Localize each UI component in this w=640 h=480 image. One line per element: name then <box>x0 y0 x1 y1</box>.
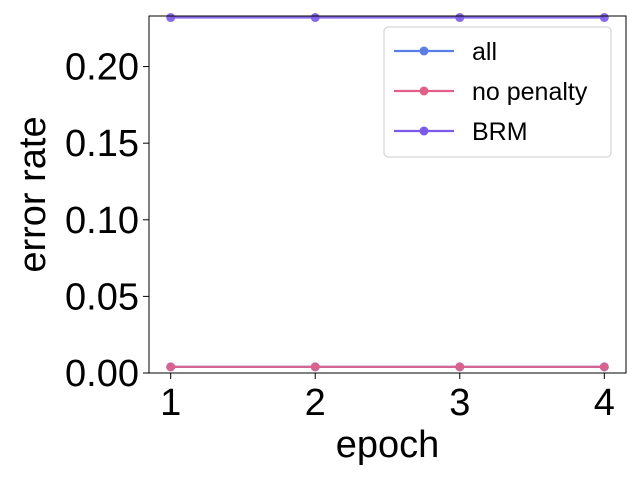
legend-marker <box>419 46 429 56</box>
legend-marker <box>419 86 429 96</box>
legend-item: no penalty <box>394 78 588 106</box>
series-1 <box>166 362 609 372</box>
data-point <box>599 362 609 372</box>
y-tick-label: 0.10 <box>65 200 139 242</box>
y-tick-label: 0.00 <box>65 353 139 395</box>
x-tick-label: 2 <box>305 382 326 424</box>
legend-marker <box>419 126 429 136</box>
legend: all no penalty BRM <box>383 26 612 158</box>
series-2 <box>166 13 609 23</box>
y-tick-label: 0.05 <box>65 276 139 318</box>
x-tick-label: 4 <box>594 382 615 424</box>
legend-item: BRM <box>394 118 528 146</box>
x-axis-label: epoch <box>336 424 440 466</box>
data-point <box>310 13 320 23</box>
y-axis-ticks: 0.00 0.05 0.10 0.15 0.20 <box>65 47 149 395</box>
x-tick-label: 3 <box>449 382 470 424</box>
y-tick-label: 0.15 <box>65 123 139 165</box>
data-point <box>310 362 320 372</box>
legend-label: BRM <box>472 118 528 146</box>
plot-frame <box>148 15 627 374</box>
data-point <box>455 362 465 372</box>
x-tick-label: 1 <box>160 382 181 424</box>
legend-label: all <box>472 38 497 66</box>
data-point <box>455 13 465 23</box>
data-point <box>166 13 176 23</box>
y-tick-label: 0.20 <box>65 47 139 89</box>
data-point <box>166 362 176 372</box>
legend-item: all <box>394 38 497 66</box>
y-axis-label: error rate <box>12 116 54 272</box>
series-layer <box>166 13 609 372</box>
legend-box <box>383 26 612 158</box>
data-point <box>599 13 609 23</box>
legend-label: no penalty <box>472 78 588 106</box>
x-axis-ticks: 1 2 3 4 <box>160 373 615 424</box>
